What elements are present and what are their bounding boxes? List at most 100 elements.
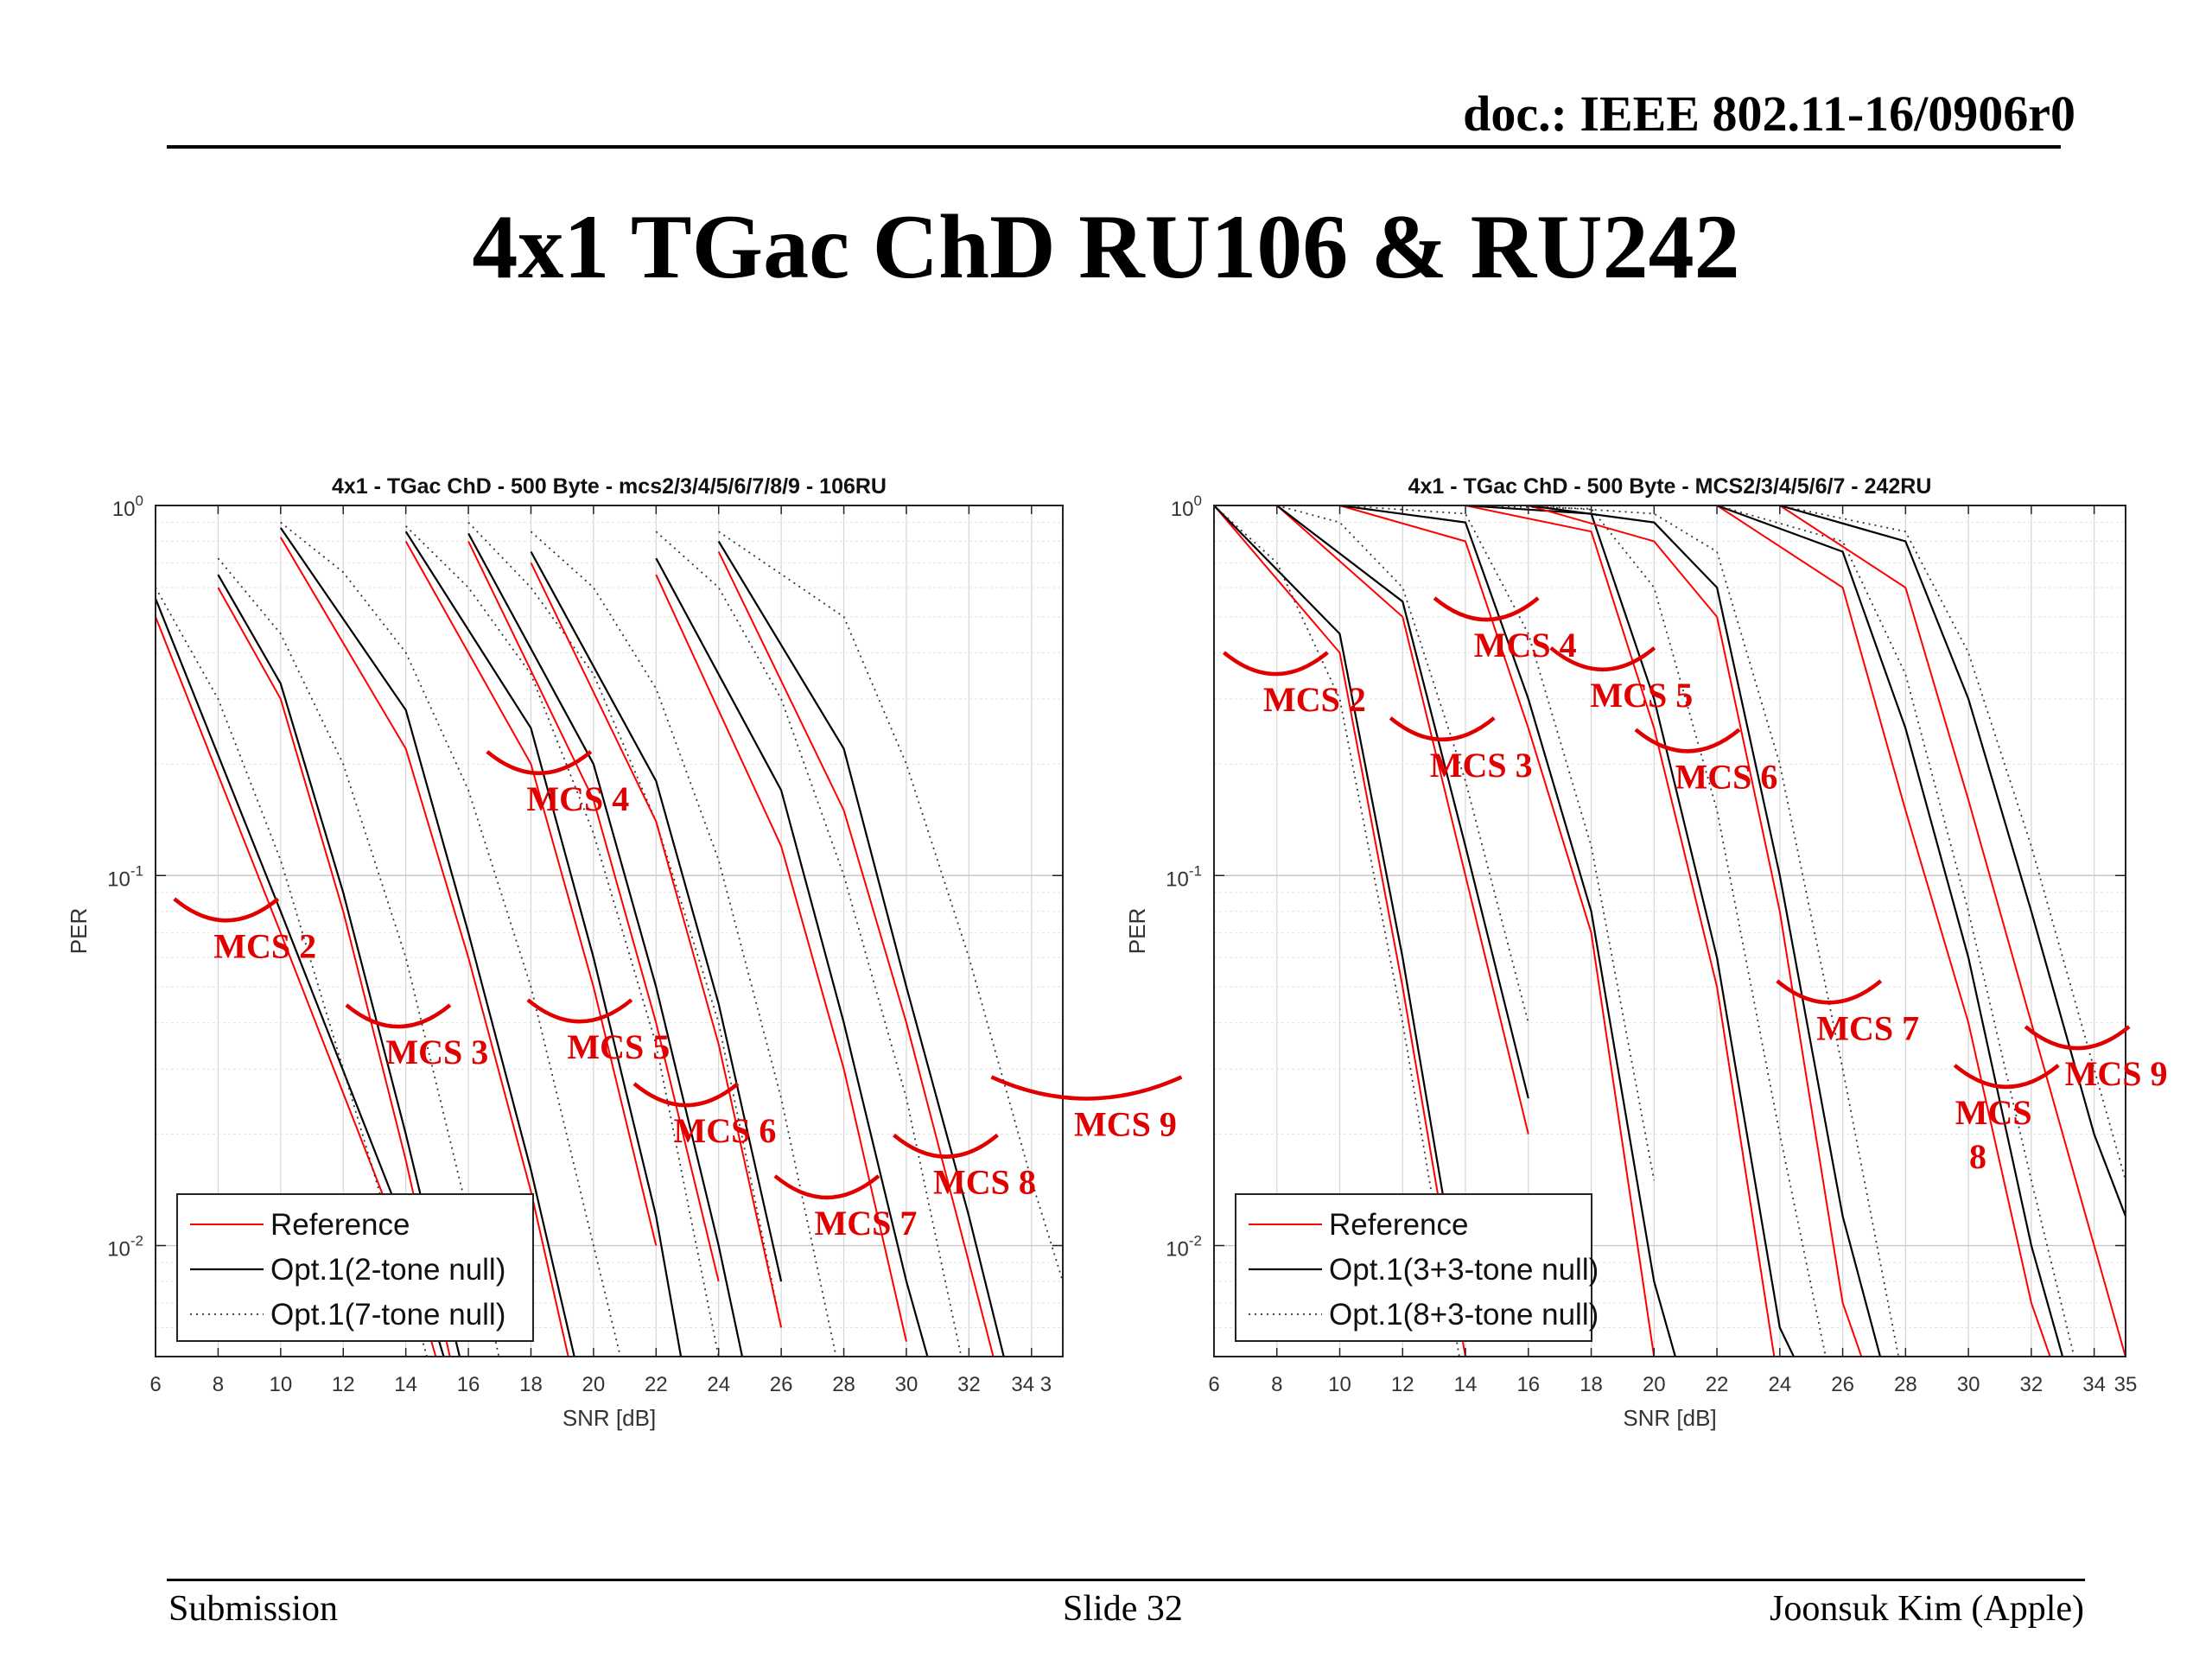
series-line-ref bbox=[1339, 505, 1656, 1357]
x-axis-label: SNR [dB] bbox=[563, 1405, 656, 1431]
y-tick-base: 10 bbox=[107, 868, 130, 891]
annotation-label: MCS 8 bbox=[933, 1163, 1036, 1202]
annotation-bracket bbox=[632, 1082, 740, 1108]
y-tick-label: 100 bbox=[1171, 493, 1202, 521]
legend-box bbox=[1235, 1193, 1592, 1342]
series-line-dot bbox=[1276, 505, 1529, 1023]
chart-title: 4x1 - TGac ChD - 500 Byte - MCS2/3/4/5/6… bbox=[1408, 474, 1932, 499]
annotation-label: 8 bbox=[1969, 1137, 1986, 1176]
annotation-bracket bbox=[773, 1174, 880, 1200]
x-tick-label: 6 bbox=[149, 1373, 161, 1396]
annotation-bracket bbox=[2024, 1025, 2131, 1051]
footer-slide-number: Slide 32 bbox=[1063, 1589, 1183, 1629]
series-line-dot bbox=[1716, 505, 2075, 1357]
series-line-opt bbox=[1528, 505, 1882, 1357]
x-tick-label: 35 bbox=[2114, 1373, 2138, 1396]
annotation-label: MCS 7 bbox=[1816, 1008, 1919, 1047]
series-line-opt bbox=[1339, 505, 1677, 1357]
series-line-opt bbox=[1779, 505, 2126, 1217]
y-tick-label: 10-1 bbox=[107, 862, 143, 891]
per-chart-242ru: 6 8 10 12 14 16 18 20 22 24 26 28 30 32 34 3510010-110-… bbox=[1124, 474, 2168, 1431]
footer-author: Joonsuk Kim (Apple) bbox=[1770, 1589, 2084, 1629]
x-tick-label: 14 bbox=[1454, 1373, 1478, 1396]
x-tick-label: 16 bbox=[457, 1373, 480, 1396]
annotation-bracket bbox=[1634, 728, 1741, 753]
legend-label: Reference bbox=[270, 1208, 410, 1242]
series-line-ref bbox=[1214, 505, 1466, 1357]
x-tick-label: 28 bbox=[832, 1373, 855, 1396]
annotation-bracket bbox=[1776, 979, 1883, 1005]
series-line-dot bbox=[280, 521, 621, 1357]
y-tick-exponent: -1 bbox=[130, 862, 143, 879]
annotation-label: MCS 4 bbox=[526, 779, 629, 818]
x-tick-label: 8 bbox=[1271, 1373, 1282, 1396]
legend-label: Opt.1(8+3-tone null) bbox=[1329, 1298, 1599, 1332]
series-line-opt bbox=[1276, 505, 1529, 1099]
per-chart-106ru: 6 8 10 12 14 16 18 20 22 24 26 28 30 32 34 310010-110-… bbox=[66, 474, 1183, 1431]
x-tick-label: 24 bbox=[1768, 1373, 1791, 1396]
annotation-label: MCS 2 bbox=[213, 926, 316, 965]
annotation-bracket bbox=[1222, 651, 1329, 677]
annotation-label: MCS 6 bbox=[674, 1111, 777, 1150]
annotation-label: MCS 3 bbox=[1430, 746, 1533, 785]
annotation-label: MCS 6 bbox=[1675, 757, 1778, 796]
annotation-bracket bbox=[893, 1133, 999, 1159]
annotation-bracket bbox=[1433, 596, 1540, 622]
annotation-label: MCS 2 bbox=[1263, 680, 1366, 719]
y-tick-exponent: -2 bbox=[130, 1233, 143, 1249]
series-line-ref bbox=[530, 562, 783, 1328]
y-tick-base: 10 bbox=[112, 498, 136, 521]
x-tick-label: 12 bbox=[332, 1373, 355, 1396]
axes-frame bbox=[1213, 505, 2126, 1357]
x-tick-label: 8 bbox=[213, 1373, 224, 1396]
legend-label: Opt.1(3+3-tone null) bbox=[1329, 1253, 1599, 1287]
annotation-label: MCS 9 bbox=[1074, 1104, 1177, 1143]
document-id: doc.: IEEE 802.11-16/0906r0 bbox=[1463, 86, 2075, 142]
y-tick-exponent: -2 bbox=[1189, 1233, 1202, 1249]
series-line-ref bbox=[1779, 505, 2126, 1357]
series-line-ref bbox=[1465, 505, 1776, 1357]
series-line-ref bbox=[717, 551, 995, 1357]
series-line-opt bbox=[655, 557, 929, 1357]
footer-rule bbox=[167, 1579, 2085, 1581]
y-tick-base: 10 bbox=[1171, 498, 1194, 521]
x-tick-label: 32 bbox=[2020, 1373, 2044, 1396]
series-line-ref bbox=[156, 616, 437, 1357]
series-line-opt bbox=[1465, 505, 1796, 1357]
annotation-bracket bbox=[1953, 1064, 2060, 1089]
x-tick-label: 22 bbox=[1706, 1373, 1729, 1396]
annotation-bracket bbox=[526, 998, 633, 1024]
legend-label: Opt.1(2-tone null) bbox=[270, 1253, 505, 1287]
y-tick-exponent: -1 bbox=[1189, 862, 1202, 879]
chart-title: 4x1 - TGac ChD - 500 Byte - mcs2/3/4/5/6… bbox=[332, 474, 887, 499]
annotation-label: MCS 5 bbox=[567, 1027, 670, 1066]
x-tick-label: 20 bbox=[1643, 1373, 1666, 1396]
series-line-ref bbox=[1276, 505, 1529, 1135]
x-tick-label: 28 bbox=[1894, 1373, 1917, 1396]
legend: Reference Opt.1(3+3-tone null) Opt.1(8+3-t… bbox=[1235, 1193, 1599, 1342]
x-tick-label: 14 bbox=[394, 1373, 417, 1396]
series-line-ref bbox=[655, 574, 907, 1342]
annotation-bracket bbox=[1549, 646, 1656, 671]
series-line-dot bbox=[1339, 505, 1656, 1181]
series-line-dot bbox=[1214, 505, 1460, 1357]
series-line-ref bbox=[279, 537, 569, 1357]
x-tick-label: 26 bbox=[1831, 1373, 1854, 1396]
header-rule bbox=[167, 145, 2061, 149]
series-line-ref bbox=[1528, 505, 1863, 1357]
legend-label: Reference bbox=[1329, 1208, 1468, 1242]
series-line-opt bbox=[1214, 505, 1467, 1328]
x-tick-label: 10 bbox=[269, 1373, 292, 1396]
x-tick-label: 24 bbox=[707, 1373, 730, 1396]
x-tick-label: 26 bbox=[770, 1373, 793, 1396]
x-tick-label: 18 bbox=[519, 1373, 543, 1396]
annotation-label: MCS 9 bbox=[2065, 1054, 2168, 1093]
legend-label: Opt.1(7-tone null) bbox=[270, 1298, 505, 1332]
annotation-bracket bbox=[990, 1075, 1183, 1101]
y-tick-label: 100 bbox=[112, 493, 143, 521]
annotation-label: MCS bbox=[1955, 1093, 2032, 1132]
y-axis-label: PER bbox=[1124, 908, 1150, 954]
x-tick-label: 16 bbox=[1516, 1373, 1540, 1396]
x-tick-label: 34 3 bbox=[1011, 1373, 1052, 1396]
